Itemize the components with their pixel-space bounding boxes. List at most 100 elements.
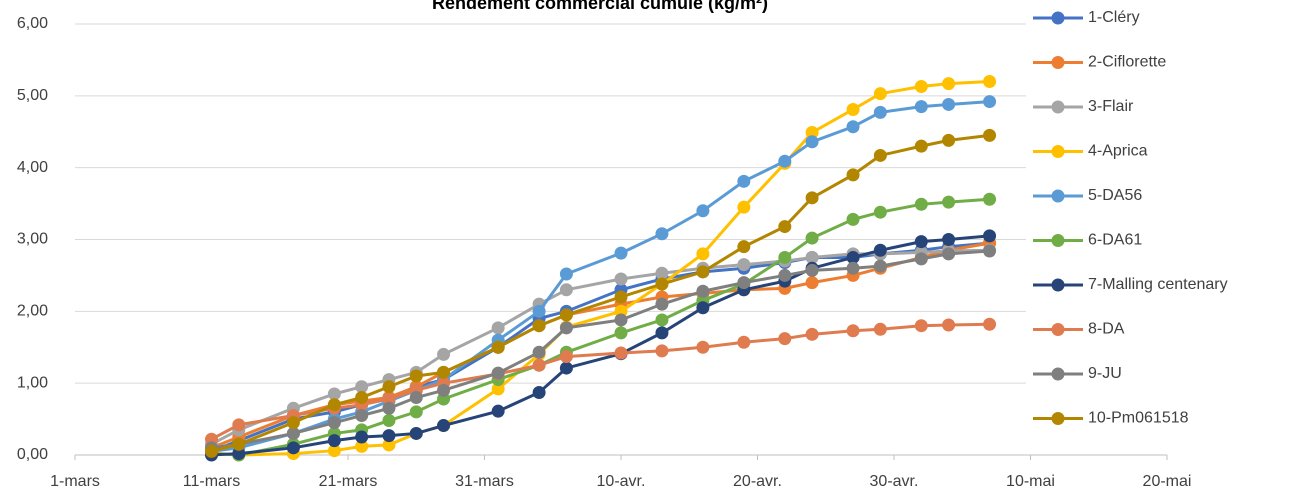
data-point (382, 392, 396, 406)
data-point (409, 369, 423, 383)
data-point (696, 247, 710, 261)
data-point (286, 426, 300, 440)
data-point (355, 439, 369, 453)
data-point (409, 405, 423, 419)
data-point (559, 308, 573, 322)
data-point (737, 240, 751, 254)
data-point (437, 419, 451, 433)
data-point (846, 102, 860, 116)
data-point (873, 259, 887, 273)
legend-label: 5-DA56 (1088, 187, 1142, 204)
data-point (559, 350, 573, 364)
data-point (355, 391, 369, 405)
data-point (232, 418, 246, 432)
data-point (846, 324, 860, 338)
data-point (655, 227, 669, 241)
data-point (382, 380, 396, 394)
data-point (327, 444, 341, 458)
series-line (211, 234, 990, 457)
data-point (382, 401, 396, 415)
data-point (655, 344, 669, 358)
data-point (614, 272, 628, 286)
data-point (491, 321, 505, 335)
data-point (914, 100, 928, 114)
data-point (983, 128, 997, 142)
y-tick-label: 4,00 (17, 159, 48, 176)
series-line (210, 241, 990, 453)
series-line (210, 322, 990, 441)
data-point (327, 398, 341, 412)
y-tick-label: 3,00 (17, 231, 48, 248)
data-point (409, 426, 423, 440)
data-point (914, 79, 928, 93)
legend-marker (1051, 367, 1065, 381)
data-point (437, 365, 451, 379)
data-point (942, 318, 956, 332)
data-point (614, 346, 628, 360)
legend-marker (1051, 100, 1065, 114)
data-point (382, 414, 396, 428)
data-point (805, 125, 819, 139)
data-point (382, 429, 396, 443)
data-point (491, 340, 505, 354)
data-point (382, 438, 396, 452)
data-point (327, 416, 341, 430)
data-point (873, 148, 887, 162)
data-point (232, 437, 246, 451)
data-point (614, 313, 628, 327)
data-point (942, 77, 956, 91)
data-point (942, 233, 956, 246)
data-point (914, 139, 928, 153)
data-point (846, 250, 860, 264)
data-point (559, 283, 573, 297)
data-point (942, 195, 956, 209)
data-point (559, 267, 573, 281)
y-tick-label: 1,00 (17, 374, 48, 391)
data-point (532, 319, 546, 333)
x-tick-label: 30-avr. (870, 473, 919, 490)
data-point (559, 321, 573, 335)
data-point (983, 229, 997, 243)
series-line (211, 197, 990, 457)
data-point (737, 258, 751, 272)
legend-marker (1051, 234, 1065, 247)
data-point (846, 261, 860, 275)
data-point (873, 87, 887, 101)
data-point (805, 250, 819, 264)
data-point (696, 204, 710, 218)
data-point (737, 276, 751, 290)
chart-title: Rendement commercial cumulé (kg/m²) (432, 0, 768, 13)
data-point (696, 265, 710, 279)
data-point (914, 197, 928, 211)
legend-label: 1-Cléry (1088, 9, 1140, 26)
data-point (655, 326, 669, 340)
data-point (778, 332, 792, 346)
legend-bg (1026, 0, 1300, 440)
series-line (210, 248, 990, 446)
data-point (846, 212, 860, 226)
series-line (211, 79, 990, 457)
series-line (210, 241, 990, 450)
data-point (655, 266, 669, 280)
data-point (327, 434, 341, 448)
data-point (696, 340, 710, 354)
data-point (778, 268, 792, 282)
data-point (737, 335, 751, 349)
data-point (696, 284, 710, 298)
legend-marker (1051, 56, 1065, 69)
data-point (491, 382, 505, 396)
data-point (614, 326, 628, 340)
data-point (873, 243, 887, 257)
data-point (205, 444, 218, 458)
data-point (805, 327, 819, 341)
data-point (532, 358, 546, 372)
data-point (942, 247, 956, 261)
series-line (211, 249, 990, 450)
legend-marker (1051, 11, 1065, 25)
y-tick-label: 5,00 (17, 87, 48, 104)
data-point (655, 277, 669, 291)
legend-label: 4-Aprica (1088, 143, 1148, 160)
data-point (737, 200, 751, 214)
